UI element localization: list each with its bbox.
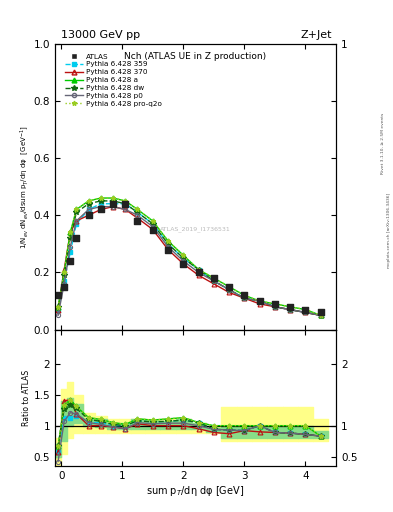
Point	[67, 257, 73, 265]
Point	[98, 205, 104, 214]
Point	[134, 217, 141, 225]
Legend: ATLAS, Pythia 6.428 359, Pythia 6.428 370, Pythia 6.428 a, Pythia 6.428 dw, Pyth: ATLAS, Pythia 6.428 359, Pythia 6.428 37…	[62, 51, 165, 110]
Point	[195, 268, 202, 276]
Text: 13000 GeV pp: 13000 GeV pp	[61, 30, 140, 40]
Point	[55, 291, 61, 300]
Point	[110, 200, 116, 208]
Point	[150, 225, 156, 233]
Text: Nch (ATLAS UE in Z production): Nch (ATLAS UE in Z production)	[125, 52, 266, 61]
Point	[211, 274, 217, 282]
X-axis label: sum p$_T$/dη dφ [GeV]: sum p$_T$/dη dφ [GeV]	[147, 483, 244, 498]
Point	[122, 200, 129, 208]
Text: Z+Jet: Z+Jet	[301, 30, 332, 40]
Text: ATLAS_2019_I1736531: ATLAS_2019_I1736531	[160, 227, 231, 232]
Point	[302, 306, 309, 314]
Y-axis label: Ratio to ATLAS: Ratio to ATLAS	[22, 370, 31, 426]
Point	[226, 283, 232, 291]
Point	[272, 300, 278, 308]
Point	[257, 297, 263, 305]
Point	[318, 308, 324, 316]
Y-axis label: 1/N$_{ev}$ dN$_{ev}$/dsum p$_T$/dη dφ  [GeV$^{-1}$]: 1/N$_{ev}$ dN$_{ev}$/dsum p$_T$/dη dφ [G…	[18, 124, 31, 248]
Point	[165, 245, 171, 253]
Text: mcplots.cern.ch [arXiv:1306.3436]: mcplots.cern.ch [arXiv:1306.3436]	[387, 193, 391, 268]
Point	[180, 260, 186, 268]
Text: Rivet 3.1.10, ≥ 2.5M events: Rivet 3.1.10, ≥ 2.5M events	[381, 113, 385, 174]
Point	[73, 234, 79, 242]
Point	[85, 211, 92, 219]
Point	[241, 291, 248, 300]
Point	[287, 303, 293, 311]
Point	[61, 283, 67, 291]
